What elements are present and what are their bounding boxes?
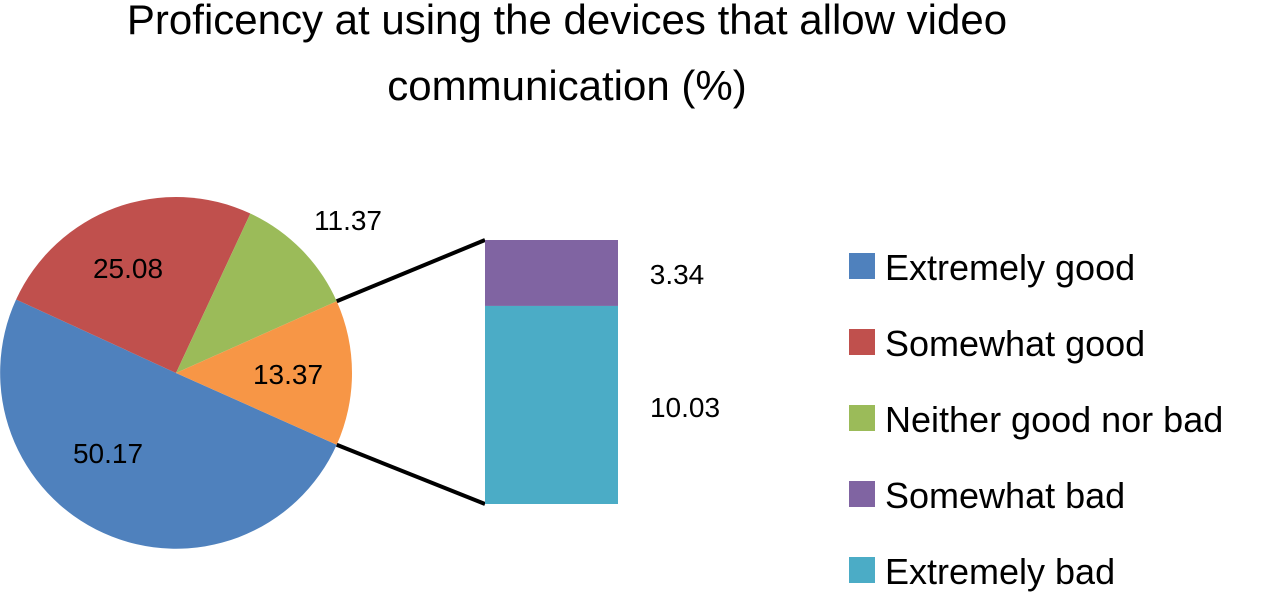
- connector-line-top: [335, 238, 486, 304]
- bar-segment-extremely-bad: [485, 305, 618, 504]
- pie-slice-extremely-good: [0, 299, 337, 549]
- chart-title-line-1: Proficency at using the devices that all…: [127, 0, 1007, 43]
- legend-label-somewhat-good: Somewhat good: [885, 323, 1145, 364]
- data-label-extremely-bad: 10.03: [650, 392, 720, 423]
- legend: Extremely good Somewhat good Neither goo…: [849, 247, 1223, 592]
- legend-swatch-extremely-bad: [849, 557, 875, 583]
- legend-swatch-somewhat-good: [849, 329, 875, 355]
- chart-title-line-2: communication (%): [387, 62, 746, 109]
- legend-label-extremely-good: Extremely good: [885, 247, 1135, 288]
- data-label-somewhat-bad: 3.34: [650, 259, 705, 290]
- legend-label-extremely-bad: Extremely bad: [885, 551, 1115, 592]
- legend-label-neither-good-nor-bad: Neither good nor bad: [885, 399, 1223, 440]
- legend-swatch-extremely-good: [849, 253, 875, 279]
- connector-line-bottom: [335, 442, 486, 506]
- pie-slice-somewhat-good: [16, 196, 251, 373]
- legend-swatch-somewhat-bad: [849, 481, 875, 507]
- bar-segment-somewhat-bad: [485, 240, 618, 306]
- legend-swatch-neither-good-nor-bad: [849, 405, 875, 431]
- data-label-extremely-good: 50.17: [73, 438, 143, 469]
- data-label-somewhat-good: 25.08: [93, 253, 163, 284]
- data-label-neither-good-nor-bad: 11.37: [314, 205, 382, 236]
- legend-label-somewhat-bad: Somewhat bad: [885, 475, 1125, 516]
- pie-slice-neither-good-nor-bad: [176, 213, 337, 373]
- pie-slice-other-combined: [176, 301, 353, 445]
- data-label-other-combined: 13.37: [253, 359, 323, 390]
